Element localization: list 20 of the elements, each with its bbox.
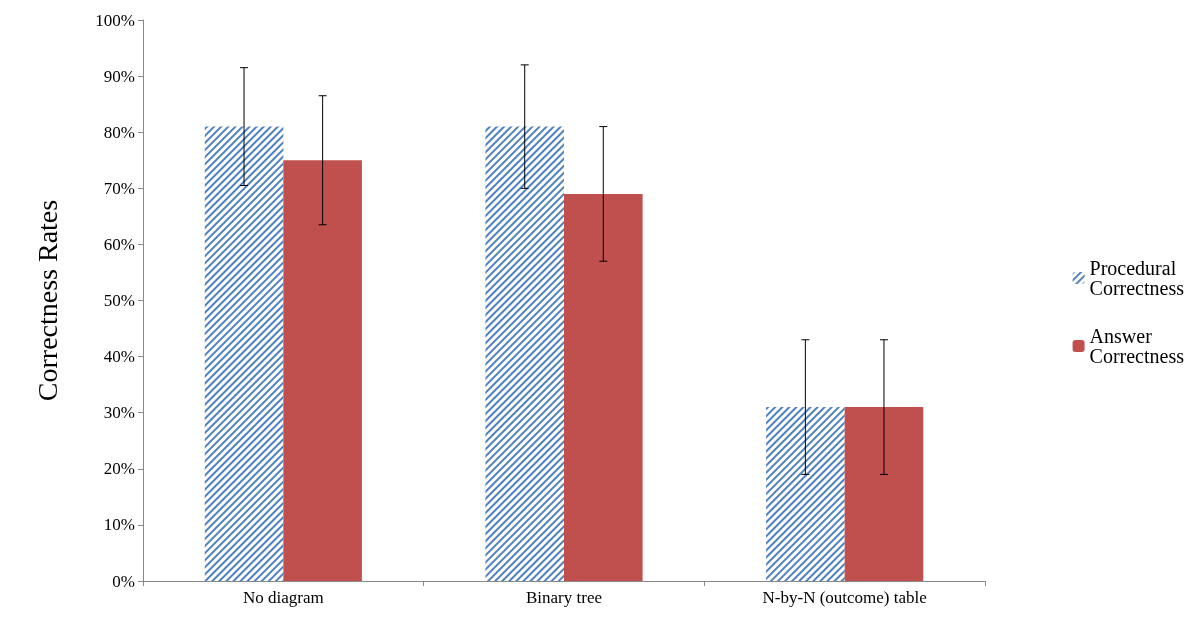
- y-tick-label: 80%: [103, 122, 135, 142]
- x-tick-label: Binary tree: [526, 588, 602, 607]
- legend-label: Procedural Correctness: [1089, 257, 1185, 299]
- y-tick-label: 10%: [103, 515, 135, 535]
- y-tick-label: 30%: [103, 403, 135, 423]
- y-tick-label: 20%: [103, 459, 135, 479]
- x-tick-label: N-by-N (outcome) table: [762, 588, 927, 607]
- bar: [564, 193, 643, 581]
- legend-label: Answer Correctness: [1089, 325, 1185, 367]
- x-tick-label: No diagram: [242, 588, 324, 607]
- y-tick-label: 50%: [103, 291, 135, 310]
- bar: [844, 407, 924, 581]
- y-tick-label: 60%: [103, 234, 135, 254]
- y-axis-title: Correctness Rates: [31, 199, 63, 402]
- y-tick-label: 90%: [103, 66, 135, 86]
- y-tick-label: 100%: [95, 10, 135, 30]
- y-tick-label: 70%: [103, 178, 135, 198]
- y-tick-label: 40%: [103, 347, 135, 367]
- y-tick-label: 0%: [112, 571, 135, 591]
- bar: [283, 160, 362, 581]
